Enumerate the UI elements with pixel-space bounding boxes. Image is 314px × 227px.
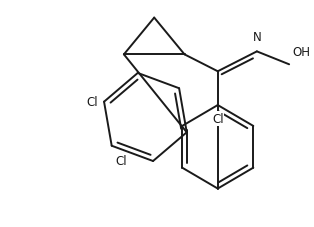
Text: Cl: Cl [87, 96, 98, 109]
Text: N: N [252, 31, 261, 44]
Text: OH: OH [292, 46, 310, 59]
Text: Cl: Cl [116, 154, 127, 167]
Text: Cl: Cl [212, 113, 224, 126]
